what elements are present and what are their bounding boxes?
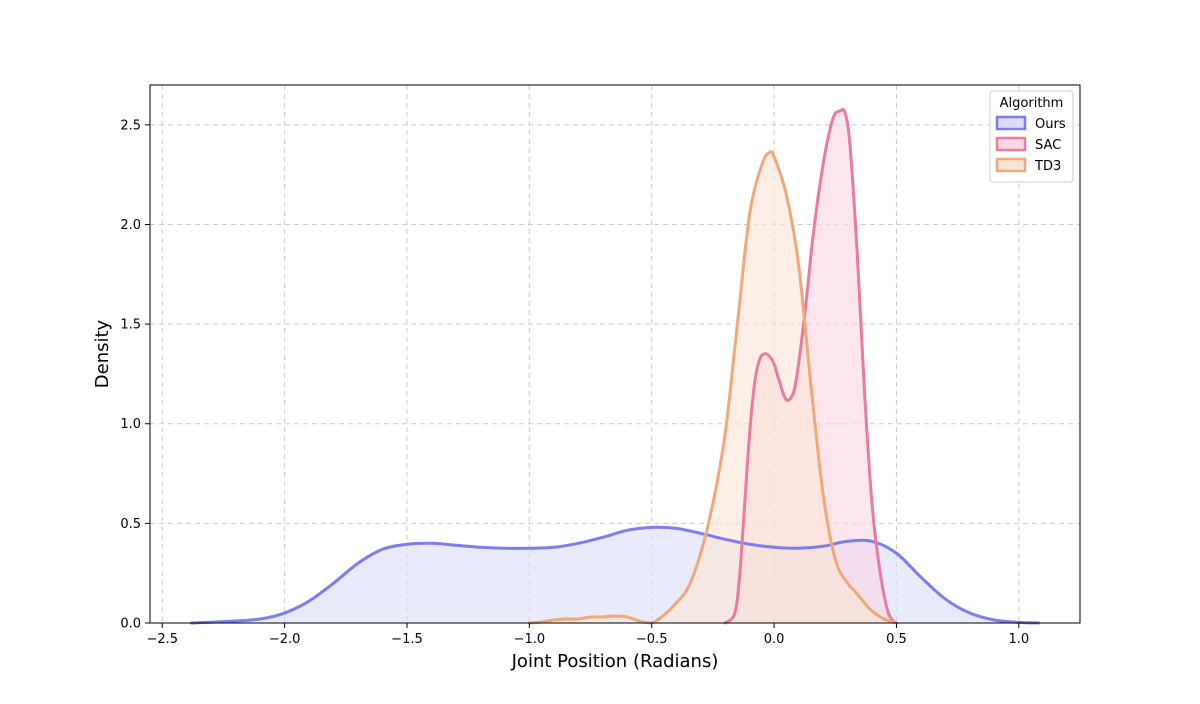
line-ours [190,525,1040,625]
line-layer [190,107,1040,625]
legend: Algorithm Ours SAC TD3 [989,90,1074,183]
y-axis-title: Density [92,319,113,388]
legend-swatch-ours [995,115,1027,131]
x-tick-label: −0.5 [636,632,668,647]
legend-swatch-sac [995,136,1027,152]
y-tick-label: 1.0 [120,417,141,432]
line-sac [723,107,898,625]
plot-frame [149,84,1081,624]
y-tick-label: 1.5 [120,318,141,333]
legend-swatch-td3 [995,157,1027,173]
x-tick-label: 0.5 [886,632,907,647]
x-tick-label: −1.5 [391,632,423,647]
x-tick-label: −1.0 [514,632,546,647]
y-tick-label: 2.5 [120,118,141,133]
tick-layer: −2.5 −2.0 −1.5 −1.0 −0.5 0.0 0.5 1.0 0.0 0.5 1.0 1.… [120,118,1029,647]
line-td3 [527,150,898,625]
y-tick-label: 2.0 [120,218,141,233]
area-ours [191,527,1039,623]
legend-label-td3: TD3 [1034,159,1061,174]
area-td3 [529,151,897,623]
legend-label-ours: Ours [1035,117,1066,132]
area-layer [191,109,1039,624]
legend-items: Ours SAC TD3 [995,115,1066,174]
x-axis-title: Joint Position (Radians) [511,651,719,672]
legend-label-sac: SAC [1035,138,1061,153]
x-tick-label: 1.0 [1008,632,1029,647]
y-tick-label: 0.5 [120,517,141,532]
x-tick-label: −2.5 [146,632,178,647]
x-tick-label: −2.0 [269,632,301,647]
x-tick-label: 0.0 [764,632,785,647]
legend-title: Algorithm [1000,96,1064,111]
y-tick-label: 0.0 [120,617,141,632]
